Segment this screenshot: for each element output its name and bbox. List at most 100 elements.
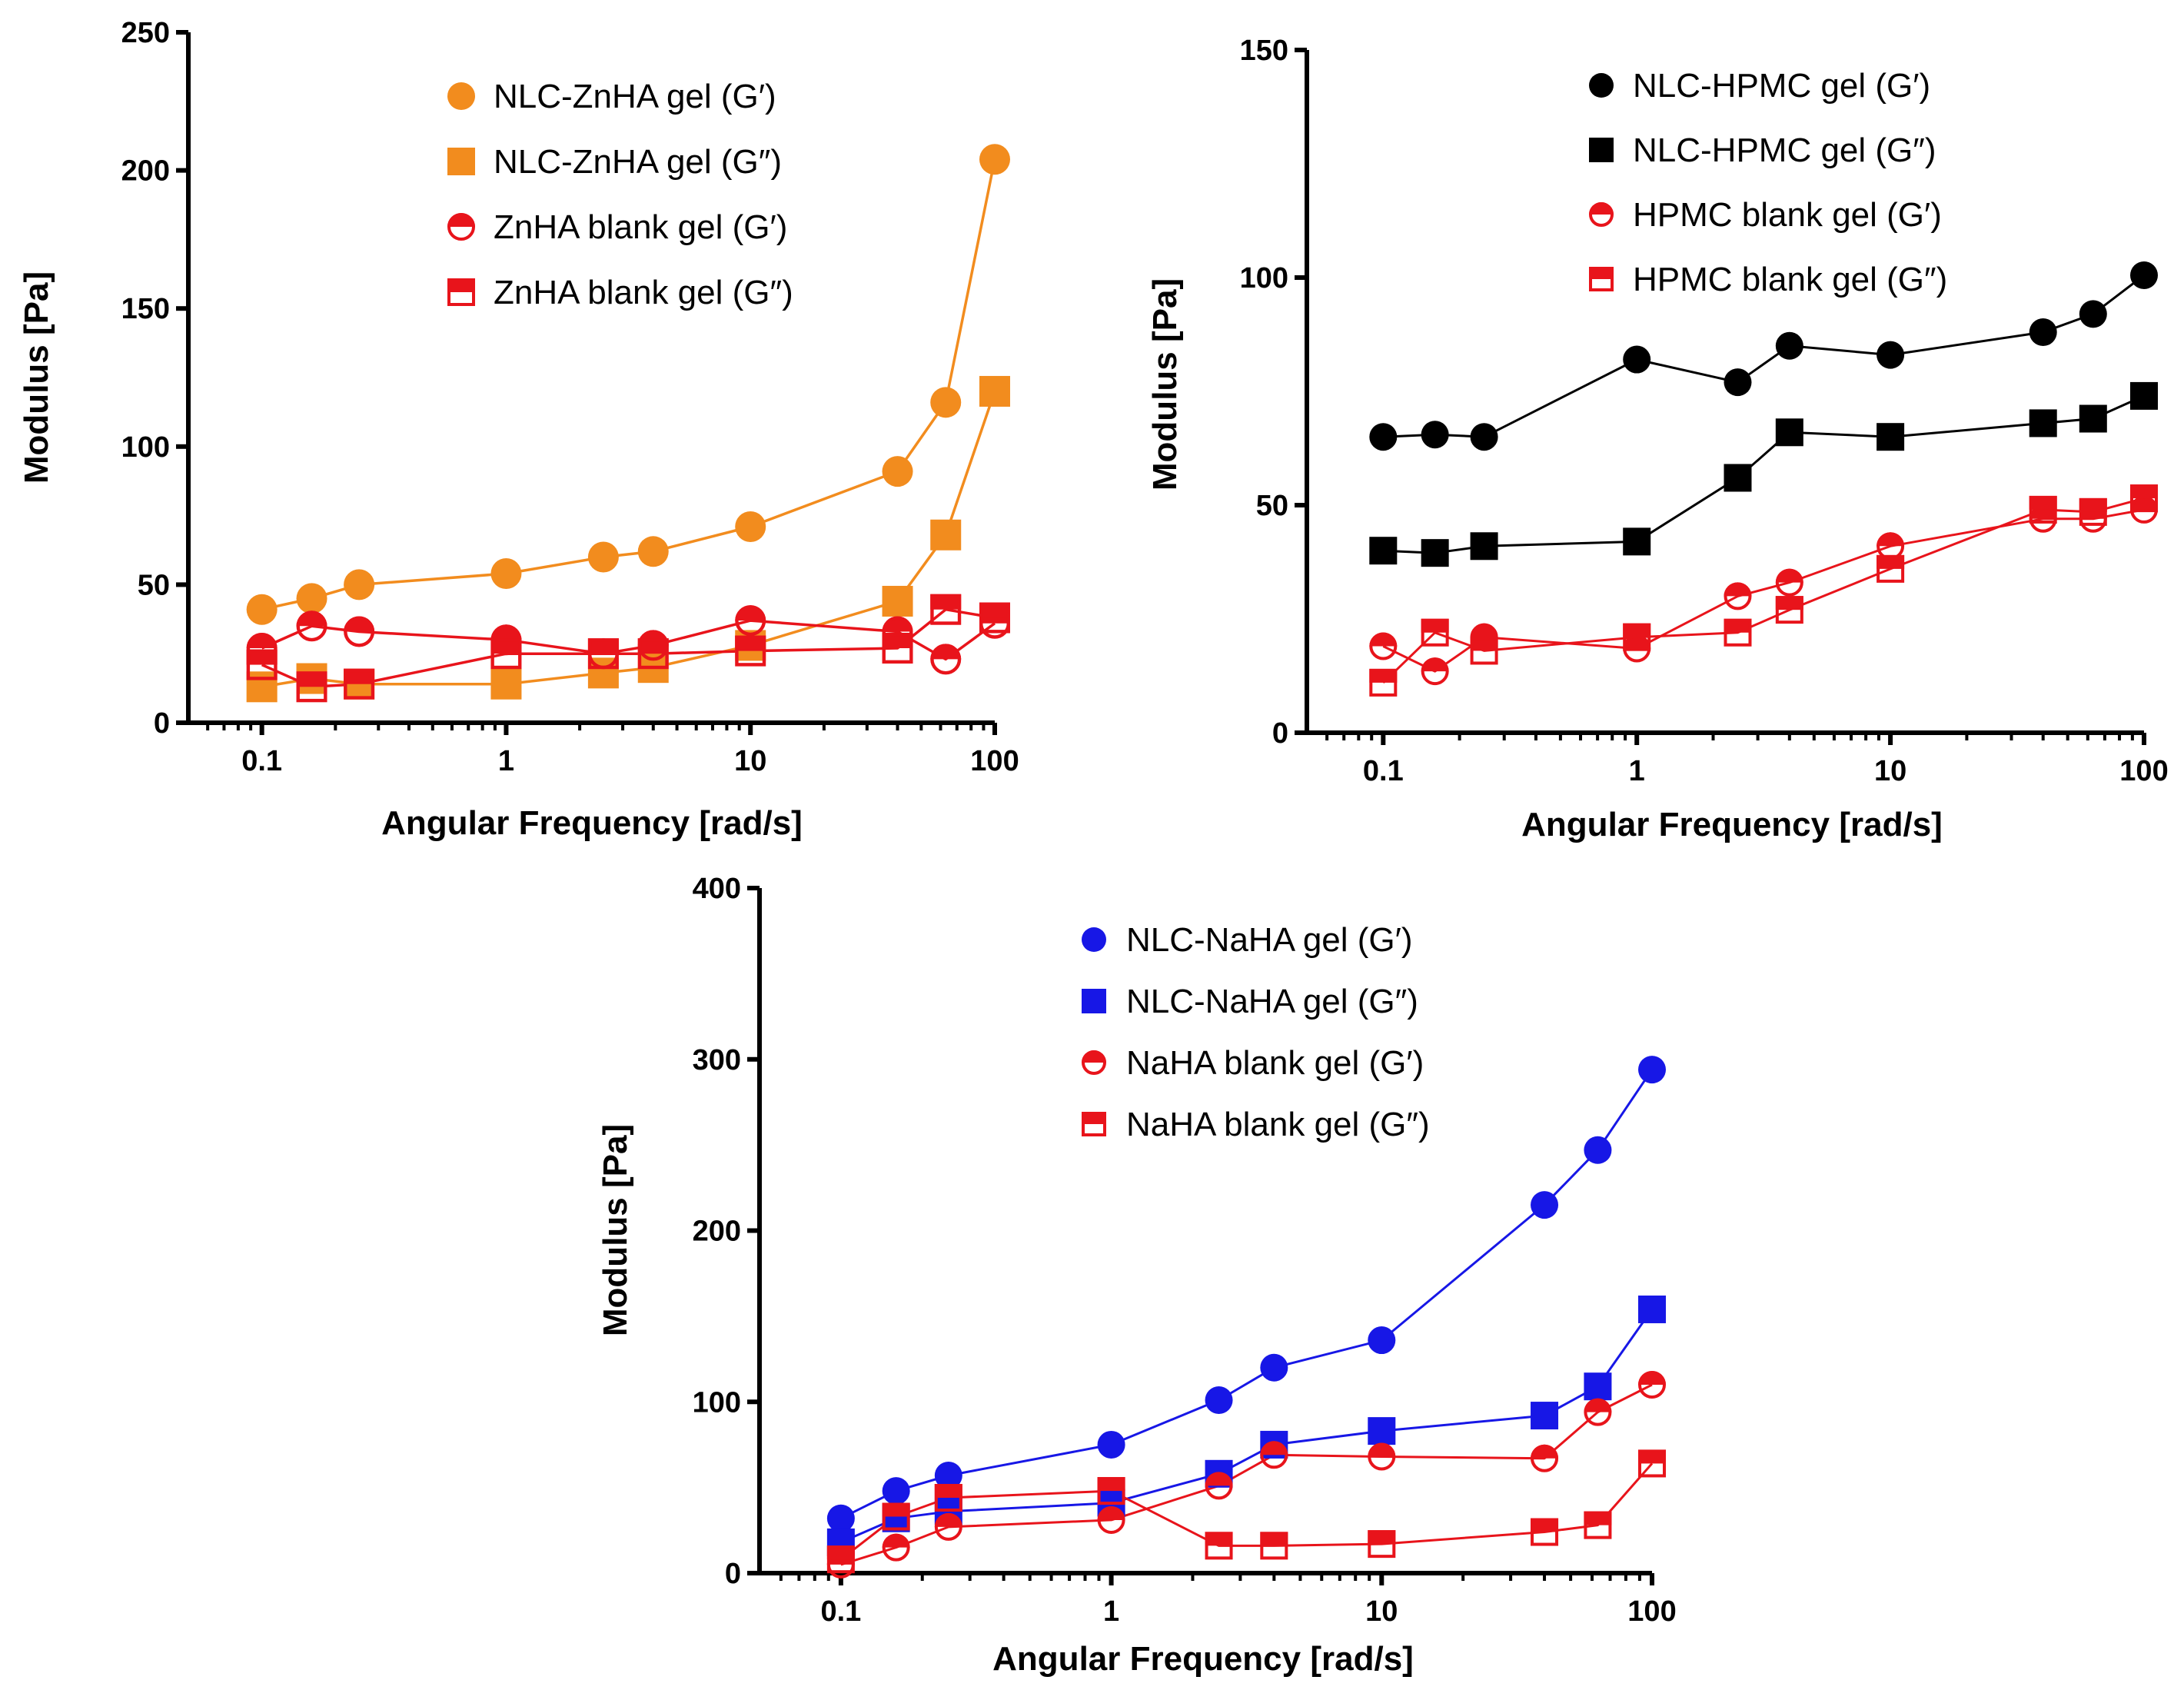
data-point (1724, 368, 1752, 397)
y-tick-label: 300 (693, 1044, 741, 1076)
data-point (1368, 1442, 1396, 1471)
legend-marker (447, 82, 475, 110)
data-point (930, 519, 962, 551)
x-tick-label: 0.1 (241, 745, 282, 777)
series-points (1369, 484, 2158, 697)
data-point (979, 144, 1010, 175)
legend-entry: NLC-ZnHA gel (G″) (447, 143, 782, 181)
data-point (930, 594, 962, 625)
data-point (1638, 1370, 1666, 1399)
data-point (490, 638, 522, 670)
x-tick-label: 0.1 (1363, 755, 1404, 787)
data-point (1097, 1430, 1125, 1459)
data-point (1097, 1505, 1125, 1534)
data-point (1205, 1386, 1233, 1415)
x-axis-label: Angular Frequency [rad/s] (992, 1640, 1414, 1678)
legend-marker (1589, 267, 1614, 291)
series-line (261, 619, 996, 661)
data-point (1724, 618, 1752, 647)
legend-marker (1082, 1050, 1106, 1075)
y-tick-label: 150 (121, 293, 170, 325)
series-markers (246, 144, 1010, 703)
x-tick-label: 10 (1874, 755, 1906, 787)
legend-entry: NLC-HPMC gel (G′) (1589, 67, 1930, 105)
series-line (261, 391, 996, 689)
legend-entry: NaHA blank gel (G′) (1082, 1044, 1424, 1082)
y-tick-label: 200 (693, 1216, 741, 1248)
data-point (735, 635, 766, 667)
y-tick-label: 100 (693, 1386, 741, 1419)
y-axis-label: Modulus [Pa] (597, 1124, 634, 1336)
legend-entry: HPMC blank gel (G′) (1589, 196, 1942, 234)
data-point (1531, 1402, 1559, 1430)
x-tick-label: 100 (1627, 1595, 1676, 1628)
data-point (1421, 657, 1449, 686)
data-point (1369, 537, 1398, 565)
data-point (882, 456, 913, 487)
legend-entry: NLC-ZnHA gel (G′) (447, 78, 776, 115)
data-point (1368, 1417, 1396, 1445)
series-line (1382, 497, 2145, 684)
legend: NLC-HPMC gel (G′) NLC-HPMC gel (G″) HPMC b… (1589, 67, 1947, 298)
y-tick-label: 100 (121, 431, 170, 464)
data-point (882, 633, 913, 664)
data-point (587, 638, 619, 670)
data-point (1205, 1472, 1233, 1500)
data-point (1638, 1295, 1666, 1323)
data-point (934, 1462, 962, 1490)
data-point (344, 569, 375, 600)
chart-zinc-gels: 0 50 100 150 200 250 0.1 1 10 100 NLC-ZnHA gel (… (18, 17, 1019, 842)
legend-marker (1589, 202, 1614, 227)
data-point (1470, 637, 1498, 665)
data-point (930, 644, 962, 675)
data-point (1531, 1444, 1559, 1472)
series-points (1369, 261, 2158, 451)
y-tick-label: 0 (154, 707, 170, 740)
data-point (1724, 464, 1752, 492)
y-axis-label: Modulus [Pa] (18, 271, 55, 484)
data-point (296, 610, 327, 642)
series-line (261, 158, 996, 611)
data-point (1421, 539, 1449, 567)
data-point (1368, 1326, 1396, 1355)
data-point (2029, 409, 2057, 437)
data-point (1369, 668, 1398, 697)
legend-label: ZnHA blank gel (G′) (494, 208, 787, 246)
y-axis-label: Modulus [Pa] (1146, 278, 1184, 491)
legend: NLC-ZnHA gel (G′) NLC-ZnHA gel (G″) ZnHA b… (447, 78, 793, 311)
series-points (826, 1056, 1666, 1532)
data-point (2079, 300, 2107, 328)
data-point (1369, 423, 1398, 451)
data-point (2079, 497, 2107, 526)
data-point (587, 541, 619, 573)
x-tick-label: 1 (1103, 1595, 1119, 1628)
data-point (1531, 1191, 1559, 1219)
x-tick-label: 10 (734, 745, 766, 777)
legend-label: NaHA blank gel (G″) (1126, 1106, 1430, 1143)
y-tick-label: 200 (121, 155, 170, 188)
legend-marker (1589, 138, 1614, 162)
data-point (490, 558, 522, 590)
data-point (979, 602, 1010, 634)
legend: NLC-NaHA gel (G′) NLC-NaHA gel (G″) NaHA b… (1082, 921, 1430, 1143)
series-line (1382, 508, 2145, 673)
data-point (1638, 1449, 1666, 1478)
legend-entry: HPMC blank gel (G″) (1589, 261, 1947, 298)
legend-entry: ZnHA blank gel (G′) (447, 208, 787, 246)
y-tick-label: 50 (1256, 490, 1288, 522)
y-tick-label: 250 (121, 17, 170, 49)
series-line (1383, 274, 2145, 438)
data-point (246, 594, 278, 625)
data-point (882, 585, 913, 617)
legend-entry: NLC-HPMC gel (G″) (1589, 131, 1936, 169)
data-point (1877, 532, 1905, 561)
y-tick-label: 0 (725, 1558, 741, 1590)
data-point (1775, 418, 1803, 447)
y-tick-label: 100 (1240, 262, 1288, 294)
series-lines (839, 1069, 1654, 1566)
data-point (1470, 532, 1498, 561)
data-point (735, 511, 766, 542)
data-point (1584, 1398, 1612, 1426)
